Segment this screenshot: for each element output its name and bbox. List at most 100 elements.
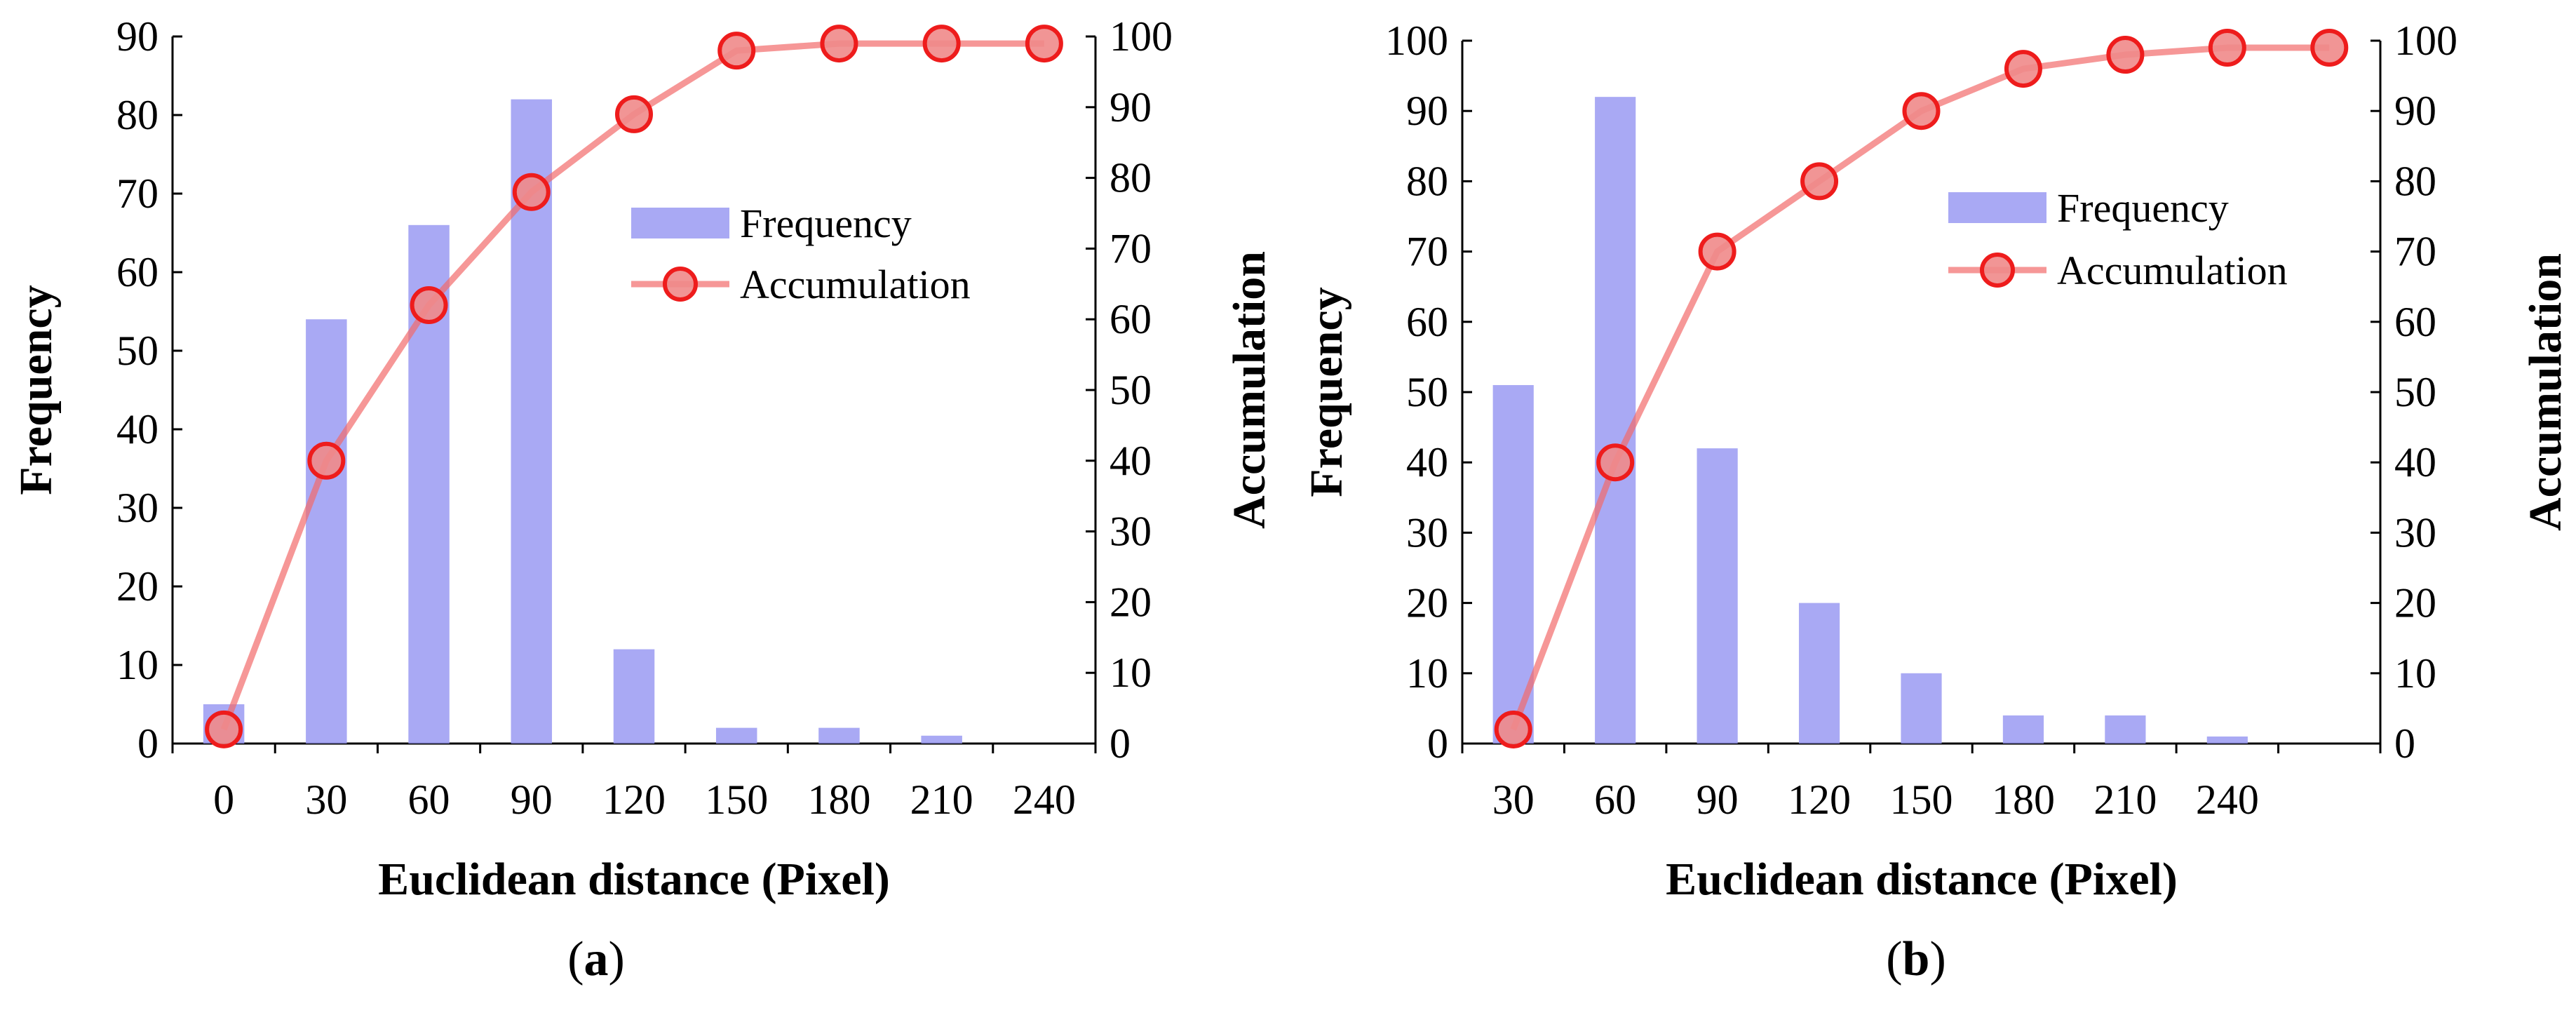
x-tick-label: 90: [511, 777, 553, 823]
y2-tick-label: 40: [2394, 439, 2436, 485]
y-tick-label: 70: [1406, 229, 1448, 275]
x-tick-label: 240: [2196, 777, 2259, 823]
panel-caption: (b): [1886, 932, 1946, 986]
legend-accumulation-label: Accumulation: [740, 262, 971, 307]
accumulation-point: [615, 95, 653, 133]
legend-accumulation-marker: [1980, 253, 2015, 288]
x-tick-label: 30: [305, 777, 347, 823]
y-tick-label: 10: [1406, 650, 1448, 697]
y2-tick-label: 50: [2394, 369, 2436, 415]
y-tick-label: 100: [1385, 18, 1448, 64]
panel-b: 0 10 20 30 40 50 60 70 80 90 100 0 10 20 30 40 50 60 70 80 9…: [1301, 18, 2571, 986]
y2-tick-label: 0: [1110, 720, 1131, 767]
accumulation-point: [1800, 162, 1839, 201]
frequency-bar: [818, 727, 860, 744]
accumulation-point: [1596, 443, 1635, 482]
frequency-bar: [1595, 97, 1636, 744]
caption-open: (: [567, 932, 584, 986]
x-tick-label: 30: [1492, 777, 1535, 823]
y2-tick-label: 10: [1110, 650, 1152, 696]
x-axis-title: Euclidean distance (Pixel): [378, 854, 890, 905]
accumulation-point: [2004, 50, 2042, 88]
accumulation-point: [717, 32, 756, 70]
y-tick-label: 30: [116, 485, 159, 531]
legend-frequency-swatch: [631, 208, 729, 238]
y2-tick-label: 90: [1110, 84, 1152, 130]
y-tick-label: 60: [116, 249, 159, 295]
x-tick-label: 120: [602, 777, 666, 823]
y2-tick-label: 70: [2394, 229, 2436, 275]
y2-tick-label: 0: [2394, 720, 2415, 767]
y-axis-title: Frequency: [1301, 287, 1352, 497]
accumulation-point: [205, 710, 243, 748]
y-tick-label: 80: [116, 92, 159, 138]
caption-close: ): [1929, 932, 1946, 986]
y-tick-label: 70: [116, 170, 159, 217]
y2-tick-label: 10: [2394, 650, 2436, 697]
x-tick-label: 150: [705, 777, 768, 823]
x-axis-title: Euclidean distance (Pixel): [1666, 854, 2178, 905]
x-tick-label: 180: [807, 777, 870, 823]
frequency-bar: [1901, 673, 1942, 744]
y-tick-label: 20: [116, 563, 159, 610]
y-tick-label: 10: [116, 642, 159, 688]
frequency-bar: [921, 735, 962, 744]
y2-tick-label: 60: [2394, 299, 2436, 345]
caption-letter: a: [584, 932, 609, 986]
y2-tick-label: 70: [1110, 225, 1152, 271]
y2-tick-label: 60: [1110, 296, 1152, 342]
y-axis-title: Frequency: [11, 285, 62, 495]
accumulation-point: [2310, 29, 2349, 67]
x-tick-label: 60: [408, 777, 450, 823]
y-tick-label: 50: [1406, 369, 1448, 415]
panel-caption: (a): [567, 932, 625, 986]
y-tick-label: 30: [1406, 509, 1448, 556]
y-tick-label: 50: [116, 328, 159, 374]
y-tick-label: 40: [116, 406, 159, 452]
frequency-bar: [306, 319, 347, 744]
y2-tick-label: 80: [2394, 158, 2436, 204]
x-tick-label: 0: [213, 777, 234, 823]
frequency-bar: [2002, 715, 2044, 744]
frequency-bar: [1798, 603, 1840, 744]
accumulation-point: [1902, 92, 1941, 130]
legend-frequency-label: Frequency: [740, 201, 912, 246]
x-tick-label: 150: [1890, 777, 1953, 823]
accumulation-point: [1698, 232, 1737, 271]
y-tick-label: 0: [137, 720, 159, 767]
y2-tick-label: 30: [1110, 509, 1152, 555]
accumulation-point: [820, 25, 858, 63]
y2-tick-label: 20: [1110, 579, 1152, 625]
accumulation-point: [2208, 29, 2246, 67]
x-tick-label: 90: [1697, 777, 1739, 823]
legend-frequency-label: Frequency: [2057, 185, 2229, 231]
accumulation-point: [512, 173, 551, 211]
y2-tick-label: 100: [2394, 18, 2457, 64]
frequency-bar: [613, 649, 655, 744]
y-tick-label: 0: [1427, 720, 1448, 767]
y2-axis-title: Accumulation: [1224, 251, 1275, 529]
frequency-bar: [2206, 736, 2248, 744]
frequency-bar: [1697, 448, 1738, 744]
x-tick-label: 240: [1013, 777, 1076, 823]
caption-letter: b: [1903, 932, 1930, 986]
y-tick-label: 90: [1406, 88, 1448, 134]
y2-tick-label: 30: [2394, 509, 2436, 556]
x-tick-label: 210: [910, 777, 973, 823]
y2-tick-label: 20: [2394, 580, 2436, 626]
y2-tick-label: 40: [1110, 438, 1152, 484]
y2-tick-label: 80: [1110, 155, 1152, 201]
x-tick-label: 120: [1788, 777, 1851, 823]
frequency-bar: [2105, 715, 2146, 744]
frequency-bar: [1492, 384, 1534, 744]
x-tick-label: 60: [1594, 777, 1636, 823]
accumulation-point: [1025, 25, 1063, 63]
accumulation-point: [410, 286, 448, 325]
panel-a: 0 10 20 30 40 50 60 70 80 90 0 10 20 30 40 50 60 70 80 90 10…: [11, 13, 1275, 986]
y-tick-label: 60: [1406, 299, 1448, 345]
y-tick-label: 90: [116, 13, 159, 60]
y2-tick-label: 50: [1110, 367, 1152, 413]
accumulation-point: [307, 441, 346, 480]
legend-accumulation-label: Accumulation: [2057, 248, 2288, 293]
